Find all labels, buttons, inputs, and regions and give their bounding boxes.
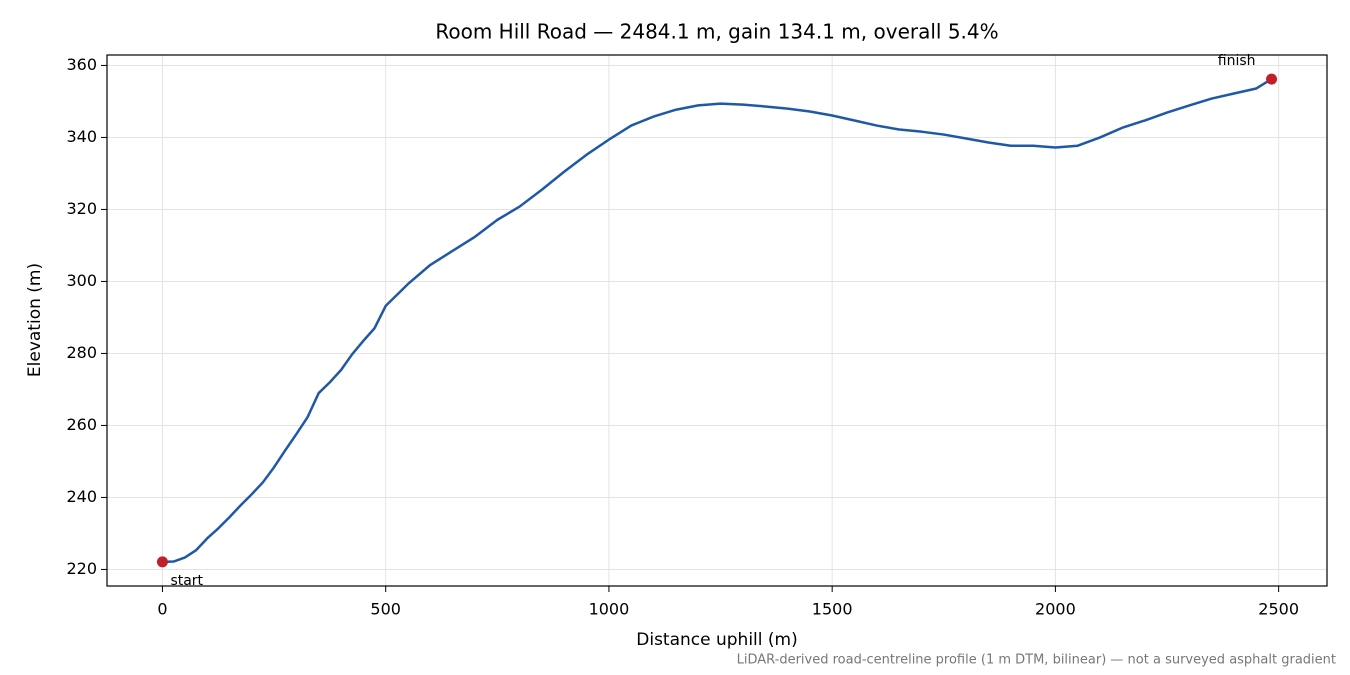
point-label: finish — [1218, 53, 1256, 69]
x-tick-label: 1500 — [812, 600, 853, 619]
point-marker — [1266, 73, 1278, 85]
y-tick-label: 300 — [66, 271, 97, 290]
x-tick-label: 1000 — [589, 600, 630, 619]
y-tick-label: 260 — [66, 415, 97, 434]
y-tick-label: 340 — [66, 127, 97, 146]
y-tick-label: 360 — [66, 55, 97, 74]
x-axis-label: Distance uphill (m) — [636, 630, 797, 650]
footnote: LiDAR-derived road-centreline profile (1… — [737, 653, 1336, 668]
x-tick-label: 500 — [370, 600, 401, 619]
y-tick-label: 280 — [66, 343, 97, 362]
y-axis-label: Elevation (m) — [25, 263, 45, 377]
plot-frame — [106, 54, 1328, 587]
x-tick-label: 0 — [157, 600, 167, 619]
y-tick-label: 220 — [66, 559, 97, 578]
y-tick-label: 320 — [66, 199, 97, 218]
x-tick-label: 2500 — [1258, 600, 1299, 619]
x-tick-label: 2000 — [1035, 600, 1076, 619]
line-series — [162, 78, 1273, 564]
chart-title: Room Hill Road — 2484.1 m, gain 134.1 m,… — [435, 20, 998, 44]
point-label: start — [170, 573, 203, 589]
y-tick-label: 240 — [66, 487, 97, 506]
point-marker — [156, 556, 168, 568]
